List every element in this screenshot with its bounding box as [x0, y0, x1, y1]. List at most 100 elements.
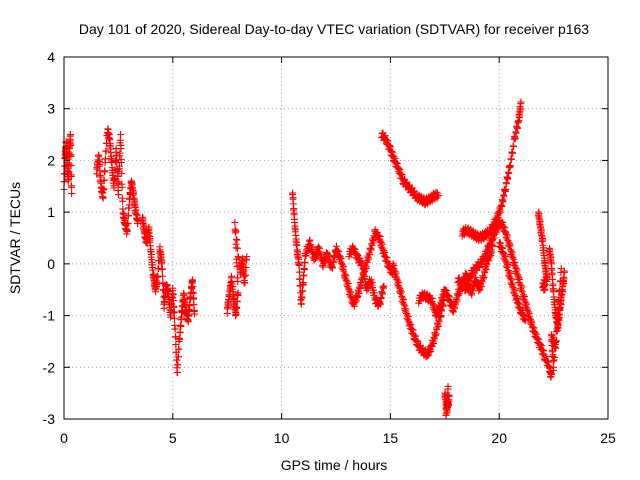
x-tick-label: 5	[169, 430, 177, 446]
data-point	[117, 158, 125, 166]
data-point	[503, 180, 511, 188]
data-point	[356, 285, 364, 293]
data-point	[451, 305, 459, 313]
data-point	[171, 315, 179, 323]
data-point	[300, 266, 308, 274]
data-point	[167, 313, 175, 321]
plot-frame	[63, 56, 609, 420]
data-point	[241, 279, 249, 287]
data-point	[556, 286, 564, 294]
x-tick-label: 10	[274, 430, 290, 446]
data-point	[513, 124, 521, 132]
data-point	[99, 194, 107, 202]
data-point	[366, 251, 374, 259]
data-point	[123, 227, 131, 235]
data-point	[301, 259, 309, 267]
data-point	[482, 266, 490, 274]
data-point	[507, 155, 515, 163]
data-point	[169, 290, 177, 298]
data-point	[430, 335, 438, 343]
data-point	[329, 258, 337, 266]
data-point	[177, 322, 185, 330]
x-tick-label: 0	[60, 430, 68, 446]
data-point	[480, 273, 488, 281]
chart-title: Day 101 of 2020, Sidereal Day-to-day VTE…	[79, 21, 589, 37]
data-point	[452, 300, 460, 308]
data-point	[553, 325, 561, 333]
data-point	[517, 98, 525, 106]
data-point	[189, 276, 197, 284]
data-point	[298, 287, 306, 295]
data-point	[355, 289, 363, 297]
data-point	[289, 194, 297, 202]
data-point	[433, 326, 441, 334]
data-point	[173, 368, 181, 376]
y-tick-label: -2	[43, 359, 56, 375]
data-point	[464, 281, 472, 289]
grid-lines	[64, 57, 608, 419]
data-point	[547, 371, 555, 379]
data-point	[101, 167, 109, 175]
data-point	[176, 329, 184, 337]
data-point	[435, 318, 443, 326]
data-point	[552, 338, 560, 346]
data-point	[434, 322, 442, 330]
data-point	[512, 129, 520, 137]
data-point	[290, 209, 298, 217]
data-point	[176, 335, 184, 343]
data-point	[434, 192, 442, 200]
data-point	[379, 290, 387, 298]
data-point	[376, 300, 384, 308]
data-point	[159, 272, 167, 280]
data-point	[521, 317, 529, 325]
data-point	[233, 236, 241, 244]
data-point	[428, 343, 436, 351]
data-point	[295, 261, 303, 269]
data-point	[442, 411, 450, 419]
x-tick-label: 15	[383, 430, 399, 446]
data-point	[365, 255, 373, 263]
data-point	[191, 310, 199, 318]
data-point	[502, 185, 510, 193]
data-point	[102, 147, 110, 155]
data-point	[368, 241, 376, 249]
data-point	[443, 398, 451, 406]
data-point	[242, 263, 250, 271]
data-point	[233, 298, 241, 306]
data-point	[463, 286, 471, 294]
data-point	[172, 341, 180, 349]
data-point	[363, 258, 371, 266]
data-point	[124, 212, 132, 220]
data-point	[118, 169, 126, 177]
data-point	[68, 183, 76, 191]
data-point	[233, 274, 241, 282]
data-point	[550, 366, 558, 374]
data-point	[468, 291, 476, 299]
data-point	[295, 268, 303, 276]
data-point	[297, 300, 305, 308]
data-point	[174, 361, 182, 369]
data-point	[234, 289, 242, 297]
data-point	[367, 246, 375, 254]
data-point	[233, 304, 241, 312]
data-point	[557, 265, 565, 273]
data-point	[504, 175, 512, 183]
data-point	[466, 278, 474, 286]
data-point	[299, 278, 307, 286]
data-point	[555, 296, 563, 304]
data-point	[354, 292, 362, 300]
data-point	[439, 297, 447, 305]
data-point	[437, 300, 445, 308]
data-point	[158, 258, 166, 266]
y-tick-label: -1	[43, 308, 56, 324]
data-point	[444, 392, 452, 400]
data-point	[296, 275, 304, 283]
data-point	[444, 382, 452, 390]
data-point	[115, 162, 123, 170]
data-point	[110, 184, 118, 192]
data-point	[432, 330, 440, 338]
y-tick-label: 1	[47, 204, 55, 220]
data-point	[380, 282, 388, 290]
data-point	[234, 244, 242, 252]
